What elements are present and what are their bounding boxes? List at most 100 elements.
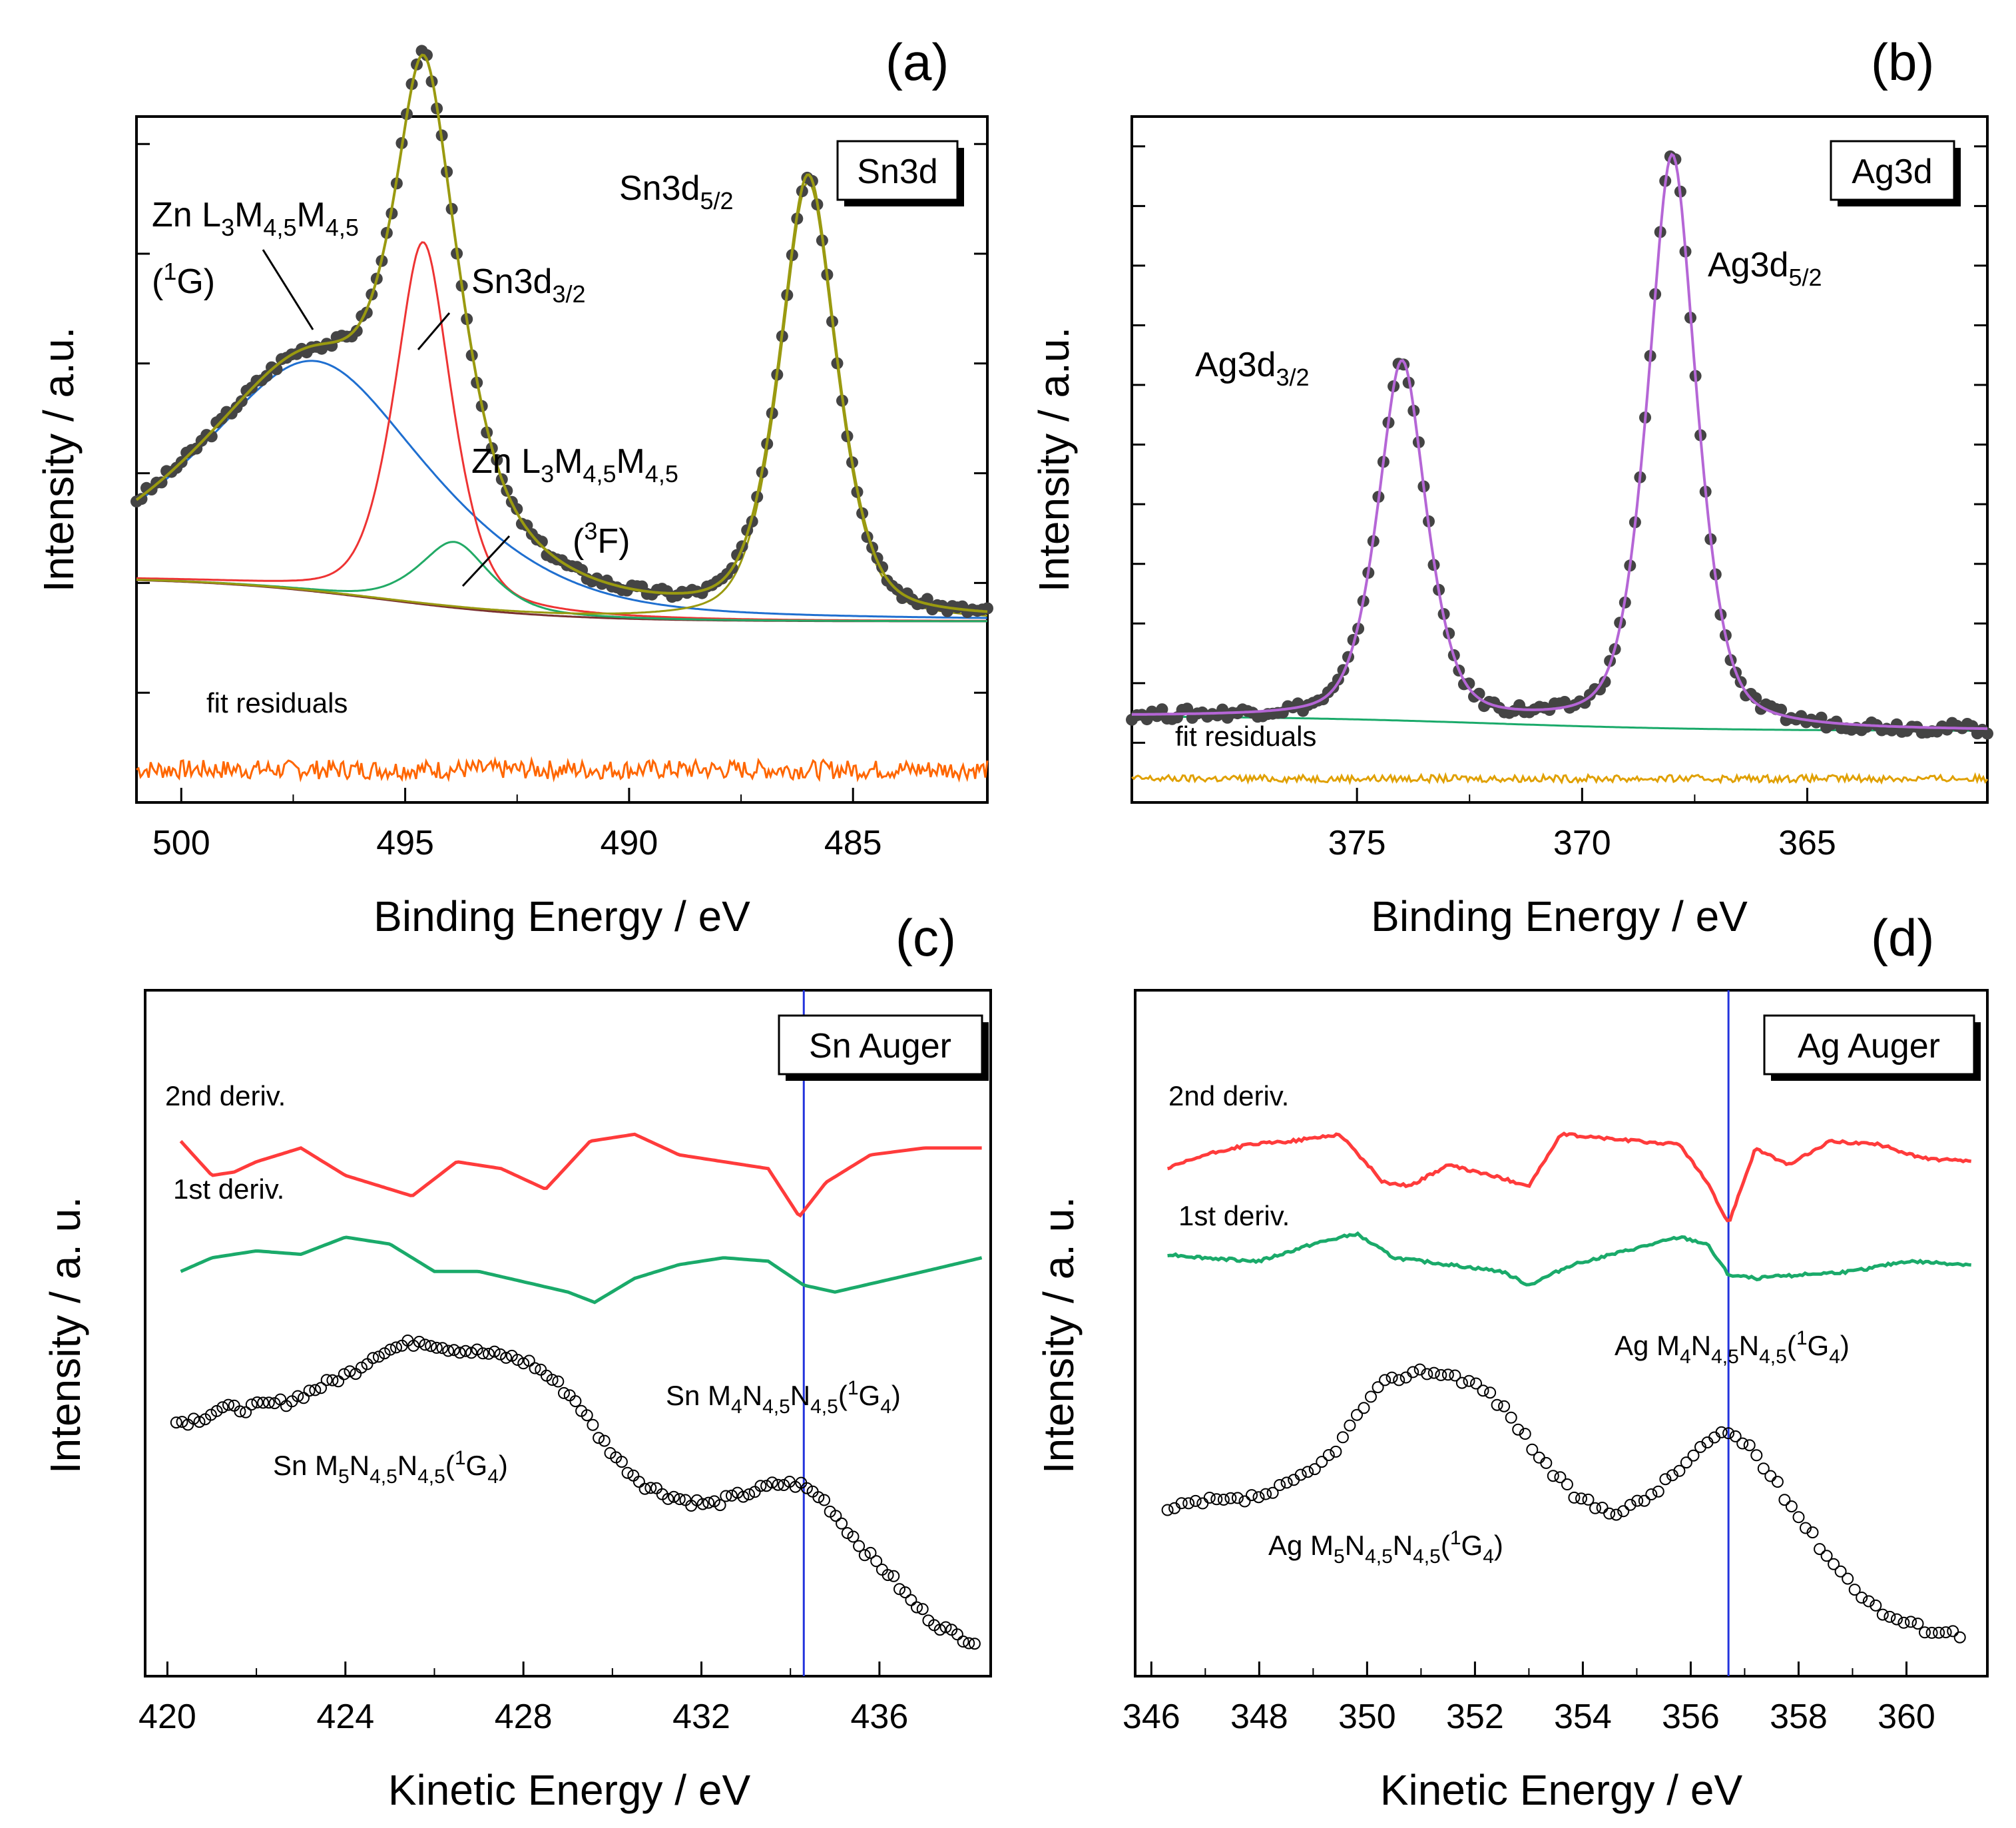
x-tick-label-428: 428 [495,1697,553,1736]
data-point [511,1354,524,1366]
x-tick-label-370: 370 [1553,824,1611,862]
data-point [1512,1423,1525,1436]
data-point [1981,727,1993,740]
data-point [1280,1476,1293,1489]
data-point [1344,1419,1356,1432]
data-point [1365,1390,1377,1403]
data-point [1568,1491,1581,1504]
data-point [155,476,168,489]
data-point [853,1540,866,1552]
panel-c-x-ticks: 420 424 428 432 436 [138,1662,908,1736]
data-point [696,1498,709,1510]
data-point [1421,1368,1433,1380]
data-point [355,1361,368,1374]
data-point [303,1384,316,1397]
data-point [1427,1367,1440,1379]
panel-c-label-1st-deriv: 1st deriv. [173,1173,284,1205]
data-point [1379,1374,1391,1386]
data-point [1189,1494,1202,1507]
data-point [1589,1502,1601,1514]
panel-c-box-label: Sn Auger [778,1014,989,1081]
data-point [1673,1464,1686,1477]
data-point [187,1412,200,1425]
data-point [1610,1508,1623,1521]
annotation-ag-m5nn: Ag M5N4,5N4,5(1G4) [1268,1527,1503,1568]
data-point [1484,1386,1497,1399]
data-point [1666,1469,1678,1482]
x-tick-label-350: 350 [1338,1697,1396,1736]
data-point [644,1482,657,1494]
panel-a-frame [135,115,989,804]
data-point [1547,1470,1559,1482]
data-point [332,1375,345,1388]
data-point [598,1434,611,1447]
data-point [1771,1476,1784,1488]
data-point [1463,677,1475,690]
data-point [1947,1625,1959,1638]
x-tick-label-490: 490 [601,824,658,862]
x-tick-label-436: 436 [851,1697,909,1736]
series-line-1 [1167,1231,1971,1287]
data-point [421,49,433,61]
data-point [1848,1584,1861,1596]
data-point [1246,1489,1258,1502]
data-point [350,324,363,337]
series-line-1 [180,1235,983,1305]
data-point [500,1351,513,1364]
panel-a-box-label: Sn3d [836,140,964,206]
panel-c-box-label-text: Sn Auger [809,1027,951,1066]
panel-a-y-axis-title: Intensity / a.u. [35,327,83,592]
data-point [1842,1572,1854,1585]
data-point [1224,1492,1237,1504]
data-point [1540,1456,1553,1469]
x-tick-label-495: 495 [376,824,434,862]
data-point [1599,675,1611,688]
data-point [384,1343,397,1356]
data-point [743,1488,755,1500]
panel-d: (d) 346 348 350 352 354 356 358 360 Kinetic Ene… [1035,908,1989,1814]
panel-d-x-axis-title: Kinetic Energy / eV [1380,1766,1743,1814]
panel-c-label-2nd-deriv: 2nd deriv. [165,1080,286,1111]
data-point [1764,1470,1777,1482]
data-point [1757,1462,1770,1475]
data-point [523,1355,535,1367]
data-point [905,1594,917,1606]
data-point [430,1341,443,1354]
data-point [1617,1505,1630,1518]
panel-b-letter: (b) [1871,33,1934,91]
panel-d-label-2nd-deriv: 2nd deriv. [1168,1080,1289,1111]
data-point [204,1408,217,1421]
x-tick-label-375: 375 [1328,824,1386,862]
data-point [951,1628,963,1641]
data-point [170,1416,182,1429]
data-point [1792,1511,1805,1524]
panel-d-box-label-text: Ag Auger [1798,1027,1940,1066]
data-point [268,1397,281,1410]
data-point [593,1432,605,1444]
data-point [390,1341,402,1354]
data-point [818,1494,830,1506]
data-point [766,1476,778,1489]
panel-c-y-axis-title: Intensity / a. u. [41,1197,89,1474]
data-point [315,1382,327,1394]
panel-a-y-ticks [136,143,987,694]
data-point [662,1492,674,1505]
data-point [1463,1374,1475,1387]
data-point [1294,1468,1307,1481]
data-point [1575,1492,1587,1505]
data-point [135,493,148,505]
data-point [1386,1371,1398,1384]
data-point [870,1555,883,1568]
data-point [1596,1502,1609,1514]
data-point [668,1490,680,1503]
data-point [1533,1451,1545,1464]
panel-b-box-label: Ag3d [1830,140,1961,206]
series-line-0 [179,1132,982,1218]
data-point [453,1347,466,1359]
panel-c-x-axis-title: Kinetic Energy / eV [388,1766,751,1814]
data-point [1736,1437,1749,1450]
series-line-0 [1166,1131,1972,1223]
data-point [413,1335,425,1348]
data-point [673,1493,686,1506]
panel-d-letter: (d) [1871,908,1934,967]
